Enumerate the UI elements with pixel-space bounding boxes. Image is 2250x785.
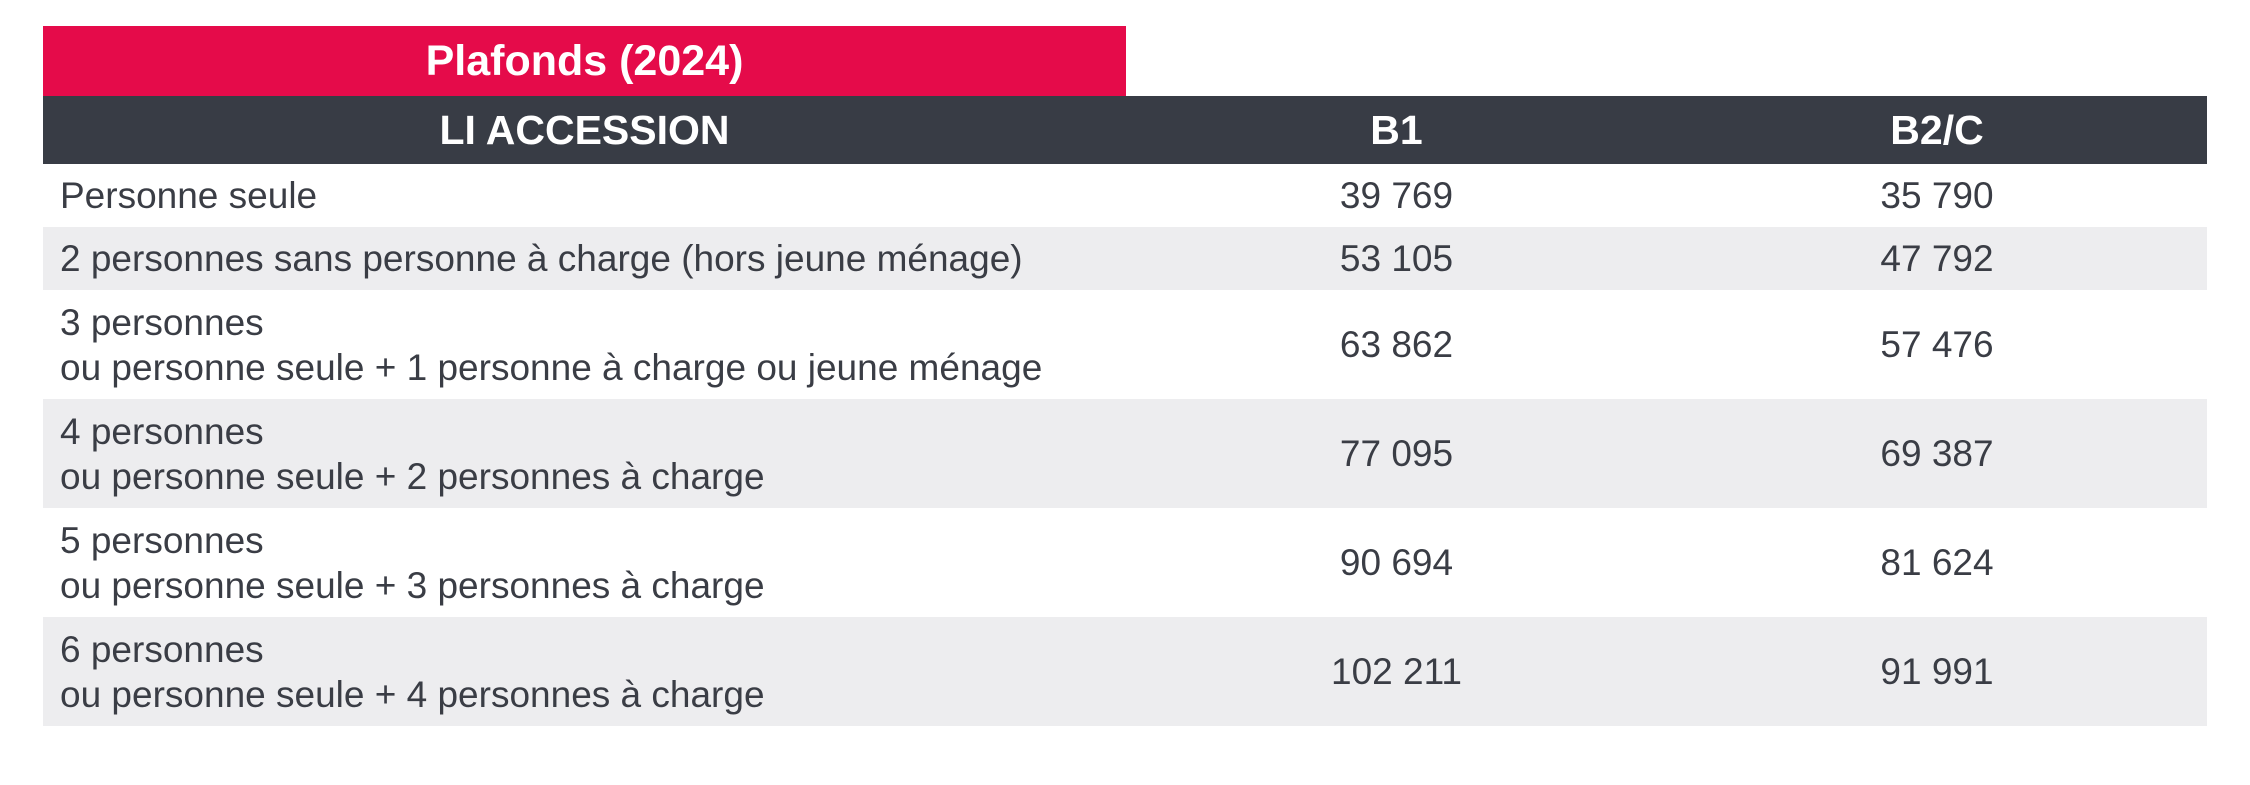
cell-b1: 77 095 [1339,433,1454,474]
income-ceiling-table: LI ACCESSION B1 B2/C Personne seule 39 7… [43,96,2207,726]
row-label: 5 personnes ou personne seule + 3 person… [43,518,1126,608]
cell-b1: 63 862 [1339,324,1454,365]
row-label: 4 personnes ou personne seule + 2 person… [43,409,1126,499]
column-header-li-accession: LI ACCESSION [439,106,730,153]
column-header-b2c: B2/C [1890,106,1984,153]
table-row: 5 personnes ou personne seule + 3 person… [43,508,2207,617]
cell-b2c: 35 790 [1880,175,1994,216]
row-label-line: 3 personnes [60,301,264,343]
row-label-line: ou personne seule + 2 personnes à charge [60,455,765,497]
row-label-line: Personne seule [60,175,318,216]
row-label-line: 5 personnes [60,519,264,561]
cell-b2c: 57 476 [1880,324,1994,365]
row-label-line: 2 personnes sans personne à charge (hors… [60,238,1023,279]
row-label-line: 6 personnes [60,628,264,670]
row-label-line: 4 personnes [60,410,264,452]
cell-b2c: 47 792 [1880,238,1994,279]
table-row: Personne seule 39 769 35 790 [43,164,2207,227]
column-header-b1: B1 [1370,106,1423,153]
cell-b2c: 81 624 [1880,542,1994,583]
row-label: 2 personnes sans personne à charge (hors… [43,236,1126,281]
table-row: 6 personnes ou personne seule + 4 person… [43,617,2207,726]
row-label-line: ou personne seule + 4 personnes à charge [60,673,765,715]
table-header-row: LI ACCESSION B1 B2/C [43,96,2207,164]
row-label-line: ou personne seule + 3 personnes à charge [60,564,765,606]
table-title: Plafonds (2024) [43,26,1126,96]
table-row: 3 personnes ou personne seule + 1 person… [43,290,2207,399]
cell-b1: 53 105 [1339,238,1454,279]
row-label-line: ou personne seule + 1 personne à charge … [60,346,1043,388]
cell-b2c: 91 991 [1880,651,1994,692]
cell-b1: 39 769 [1339,175,1454,216]
table-row: 2 personnes sans personne à charge (hors… [43,227,2207,290]
row-label: 6 personnes ou personne seule + 4 person… [43,627,1126,717]
table-row: 4 personnes ou personne seule + 2 person… [43,399,2207,508]
cell-b1: 90 694 [1339,542,1454,583]
cell-b2c: 69 387 [1880,433,1994,474]
cell-b1: 102 211 [1331,651,1462,692]
row-label: Personne seule [43,173,1126,218]
row-label: 3 personnes ou personne seule + 1 person… [43,300,1126,390]
